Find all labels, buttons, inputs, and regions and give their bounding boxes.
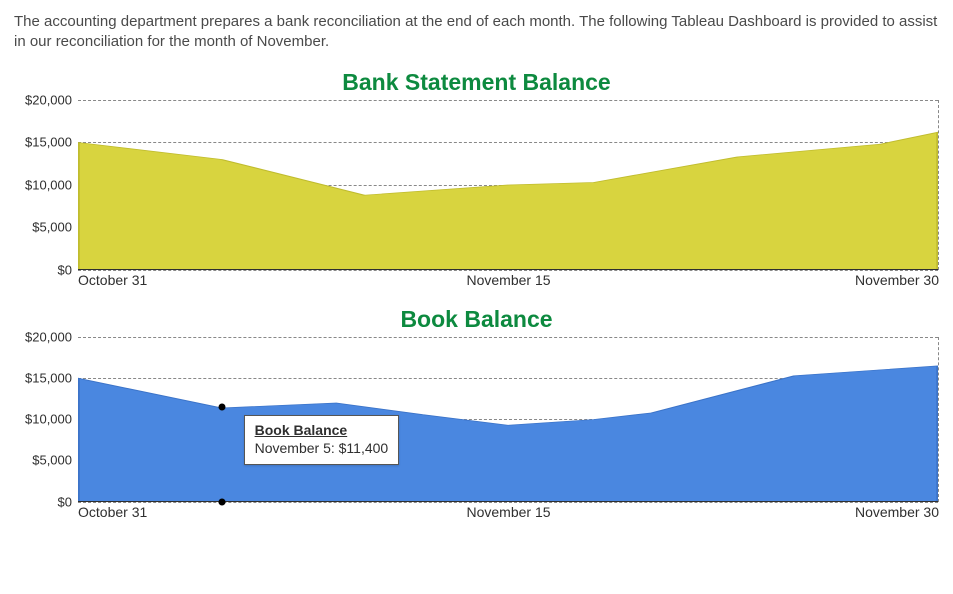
bank-plot-area[interactable] — [78, 100, 939, 270]
y-tick-label: $0 — [58, 262, 72, 277]
tooltip-value: November 5: $11,400 — [255, 440, 389, 456]
bank-y-axis: $0$5,000$10,000$15,000$20,000 — [14, 100, 78, 270]
x-tick-label: November 15 — [466, 504, 550, 520]
x-tick-label: October 31 — [78, 504, 147, 520]
tooltip-title: Book Balance — [255, 422, 389, 438]
y-tick-label: $15,000 — [25, 370, 72, 385]
area-series — [78, 337, 938, 502]
y-tick-label: $0 — [58, 494, 72, 509]
y-tick-label: $20,000 — [25, 329, 72, 344]
tooltip-marker — [218, 404, 225, 411]
area-series — [78, 100, 938, 270]
y-tick-label: $10,000 — [25, 412, 72, 427]
x-tick-label: November 30 — [855, 272, 939, 288]
book-chart-title: Book Balance — [14, 306, 939, 333]
book-plot-area[interactable]: Book Balance November 5: $11,400 — [78, 337, 939, 502]
y-tick-label: $20,000 — [25, 92, 72, 107]
y-tick-label: $10,000 — [25, 177, 72, 192]
book-x-axis: October 31 November 15 November 30 — [78, 502, 939, 524]
bank-x-axis: October 31 November 15 November 30 — [78, 270, 939, 292]
bank-chart: Bank Statement Balance $0 $5,000 $10,000 $1… — [14, 69, 939, 292]
intro-text: The accounting department prepares a ban… — [14, 12, 939, 53]
x-tick-label: November 30 — [855, 504, 939, 520]
book-y-axis: $0$5,000$10,000$15,000$20,000 — [14, 337, 78, 502]
y-tick-label: $5,000 — [32, 220, 72, 235]
book-chart: Book Balance $0 $5,000 $10,000 $15,000 $20,0… — [14, 306, 939, 524]
x-tick-label: November 15 — [466, 272, 550, 288]
tooltip: Book Balance November 5: $11,400 — [244, 415, 400, 465]
x-tick-label: October 31 — [78, 272, 147, 288]
bank-chart-title: Bank Statement Balance — [14, 69, 939, 96]
y-tick-label: $5,000 — [32, 453, 72, 468]
y-tick-label: $15,000 — [25, 135, 72, 150]
